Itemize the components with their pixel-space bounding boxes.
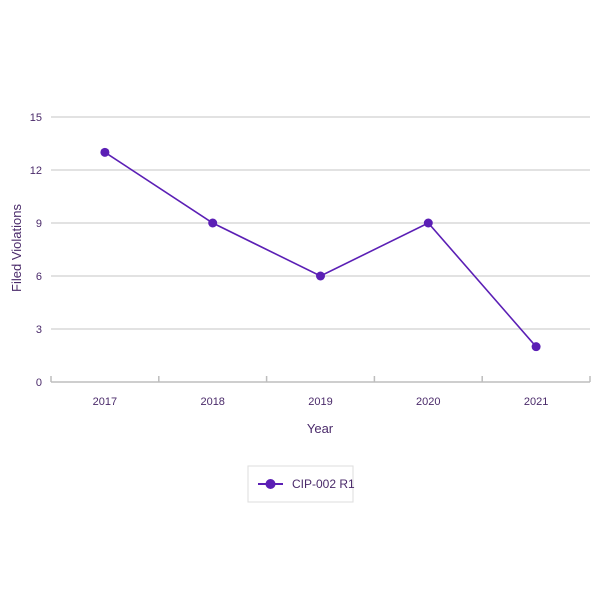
y-tick-label: 9 [36,218,42,230]
x-tick-labels: 2017 2018 2019 2020 2021 [93,396,549,408]
legend[interactable]: CIP-002 R1 [247,465,355,503]
data-point[interactable] [531,342,541,352]
data-point[interactable] [208,218,218,228]
x-axis [50,376,591,383]
y-tick-label: 15 [30,112,42,124]
x-tick-label: 2019 [308,396,332,408]
data-point[interactable] [100,147,110,157]
x-tick-label: 2017 [93,396,117,408]
series-layer [100,147,541,352]
gridlines [51,116,590,330]
series-line [104,151,537,348]
data-point[interactable] [423,218,433,228]
x-tick-label: 2020 [416,396,440,408]
y-tick-label: 12 [30,165,42,177]
y-axis: 0 3 6 9 12 15 [30,112,42,389]
x-tick-label: 2018 [200,396,224,408]
legend-label: CIP-002 R1 [292,477,355,491]
data-point[interactable] [316,271,325,281]
legend-marker-icon [265,479,276,489]
y-axis-title: Filed Violations [9,204,24,292]
x-tick-label: 2021 [524,396,548,408]
y-tick-label: 6 [36,271,42,283]
y-tick-label: 3 [36,324,42,336]
x-axis-title: Year [307,421,334,436]
y-tick-label: 0 [36,377,42,389]
